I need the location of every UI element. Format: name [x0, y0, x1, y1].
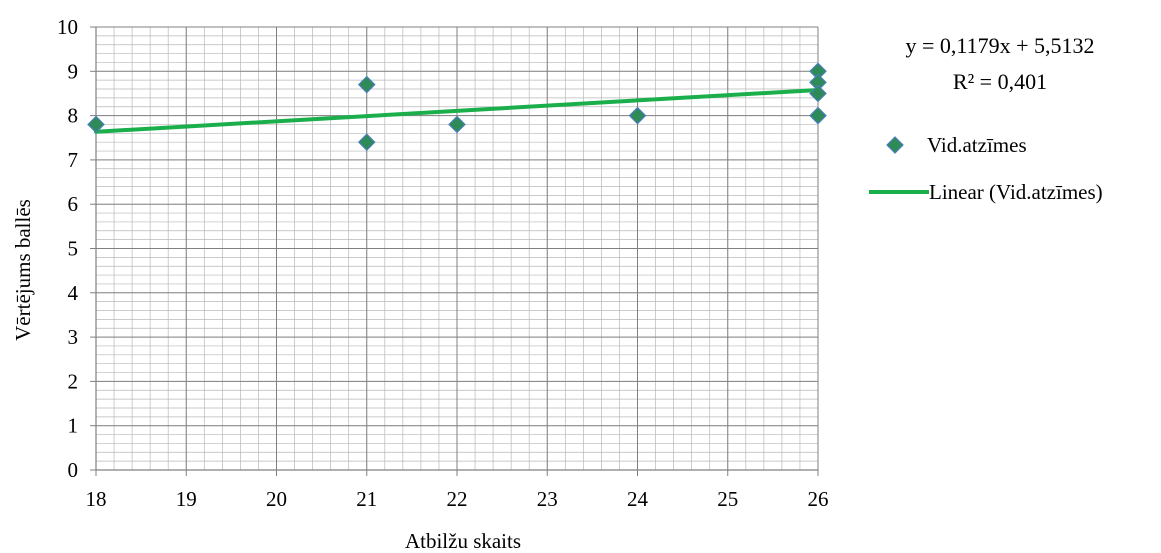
data-point	[87, 115, 105, 134]
x-tick-label: 26	[808, 487, 829, 511]
y-tick-labels: 0 1 2 3 4 5 6 7 8 9 10	[57, 15, 96, 482]
legend-series-label: Vid.atzīmes	[927, 133, 1027, 157]
data-point	[448, 115, 466, 134]
data-point	[357, 133, 376, 152]
x-axis-title: Atbilžu skaits	[405, 529, 521, 553]
trendline	[94, 87, 820, 134]
y-tick-label: 1	[68, 414, 79, 438]
y-axis-title: Vērtējums ballēs	[11, 199, 35, 341]
y-tick-label: 3	[68, 325, 79, 349]
trendline-line	[94, 87, 820, 134]
x-tick-label: 24	[627, 487, 649, 511]
y-tick-label: 0	[68, 458, 79, 482]
data-points	[87, 62, 827, 152]
y-tick-label: 5	[68, 237, 79, 261]
data-point	[357, 75, 376, 94]
x-tick-label: 23	[537, 487, 558, 511]
x-tick-label: 20	[266, 487, 287, 511]
x-tick-labels: 18 19 20 21 22 23 24 25 26	[86, 470, 829, 511]
y-tick-label: 6	[68, 192, 79, 216]
legend: Vid.atzīmes Linear (Vid.atzīmes)	[869, 133, 1103, 204]
y-tick-label: 9	[68, 59, 79, 83]
trendline-r-squared: R² = 0,401	[953, 69, 1047, 94]
x-tick-label: 18	[86, 487, 107, 511]
data-point	[809, 84, 827, 103]
data-point	[809, 106, 827, 125]
y-tick-label: 10	[57, 15, 78, 39]
y-tick-label: 2	[68, 369, 79, 393]
y-tick-label: 4	[68, 281, 79, 305]
major-gridlines	[95, 26, 819, 471]
x-tick-label: 22	[447, 487, 468, 511]
legend-marker-diamond	[886, 136, 904, 154]
y-tick-label: 7	[68, 148, 79, 172]
x-tick-label: 21	[356, 487, 377, 511]
legend-trendline-label: Linear (Vid.atzīmes)	[929, 180, 1103, 204]
data-point	[628, 106, 647, 125]
x-tick-label: 25	[717, 487, 738, 511]
x-tick-label: 19	[176, 487, 197, 511]
trendline-equation: y = 0,1179x + 5,5132	[906, 33, 1095, 58]
y-tick-label: 8	[68, 104, 79, 128]
